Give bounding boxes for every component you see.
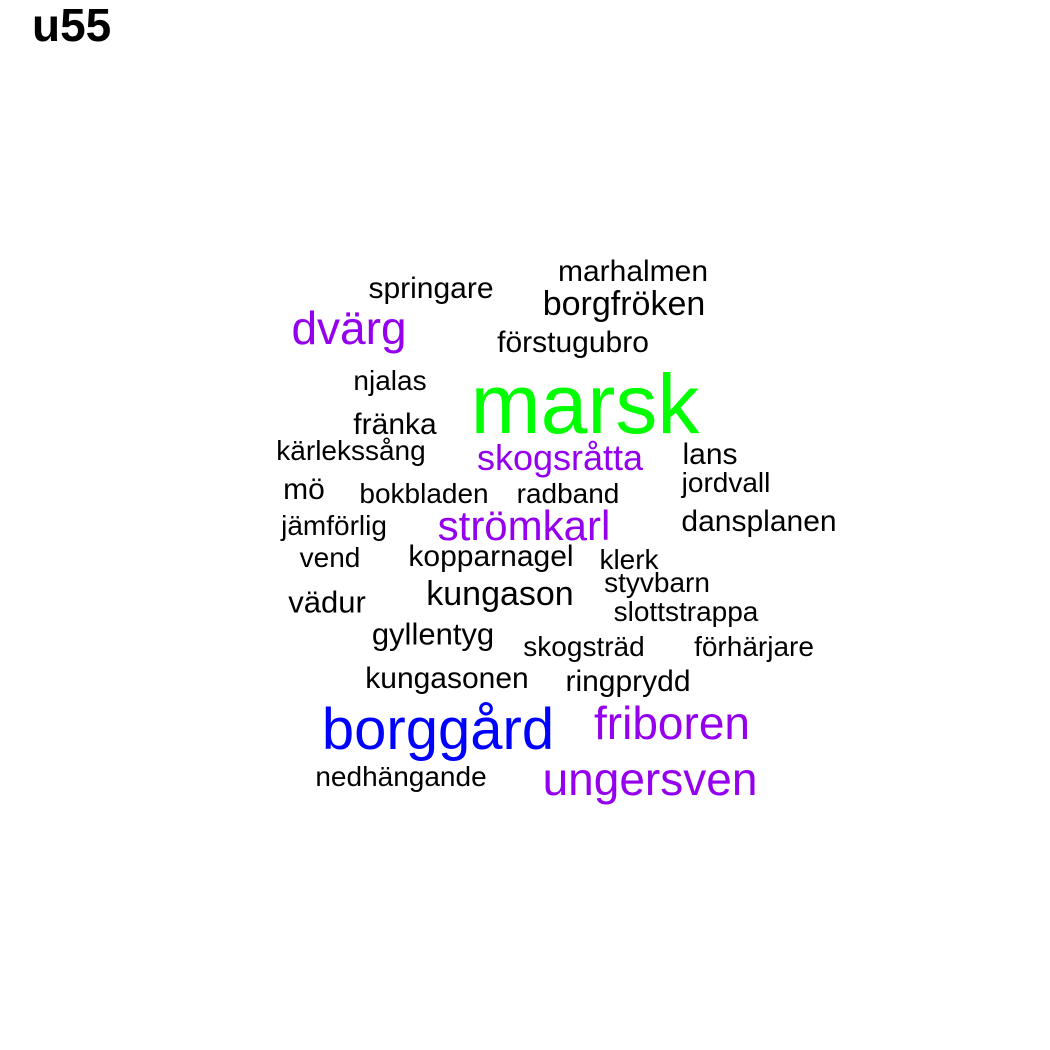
- word-marsk: marsk: [470, 357, 700, 451]
- word-kopparnagel: kopparnagel: [408, 540, 574, 573]
- word-friboren: friboren: [594, 697, 750, 749]
- word-lans: lans: [682, 438, 738, 471]
- word-borggard: borggård: [321, 697, 555, 762]
- word-vend: vend: [299, 542, 361, 573]
- word-skogstrad: skogsträd: [523, 631, 645, 662]
- word-bokbladen: bokbladen: [359, 478, 489, 509]
- word-springare: springare: [368, 272, 494, 305]
- word-stromkarl: strömkarl: [437, 502, 611, 549]
- word-forharjare: förhärjare: [694, 631, 814, 662]
- word-styvbarn: styvbarn: [604, 567, 710, 598]
- word-ungersven: ungersven: [542, 753, 758, 805]
- word-ringprydd: ringprydd: [565, 665, 691, 698]
- word-nedhangande: nedhängande: [315, 761, 487, 792]
- word-borgfroken: borgfröken: [542, 285, 706, 323]
- word-karlekssang: kärlekssång: [276, 435, 426, 466]
- word-marhalmen: marhalmen: [557, 255, 709, 288]
- word-slottstrappa: slottstrappa: [613, 596, 759, 627]
- word-dvarg: dvärg: [291, 302, 407, 354]
- word-dansplanen: dansplanen: [681, 505, 837, 538]
- word-gyllentyg: gyllentyg: [371, 616, 495, 652]
- word-njalas: njalas: [353, 365, 427, 396]
- word-vadur: vädur: [288, 584, 366, 620]
- word-kungasonen: kungasonen: [365, 662, 529, 695]
- page-title: u55: [32, 0, 112, 51]
- word-forstugubro: förstugubro: [497, 326, 649, 359]
- word-skogsratta: skogsråtta: [476, 437, 644, 478]
- word-mo: mö: [283, 473, 325, 506]
- word-radband: radband: [516, 478, 620, 509]
- word-klerk: klerk: [599, 544, 659, 575]
- word-jordvall: jordvall: [681, 467, 771, 498]
- word-jamforlig: jämförlig: [281, 510, 387, 541]
- word-kungason: kungason: [426, 575, 574, 613]
- word-franka: fränka: [353, 408, 437, 441]
